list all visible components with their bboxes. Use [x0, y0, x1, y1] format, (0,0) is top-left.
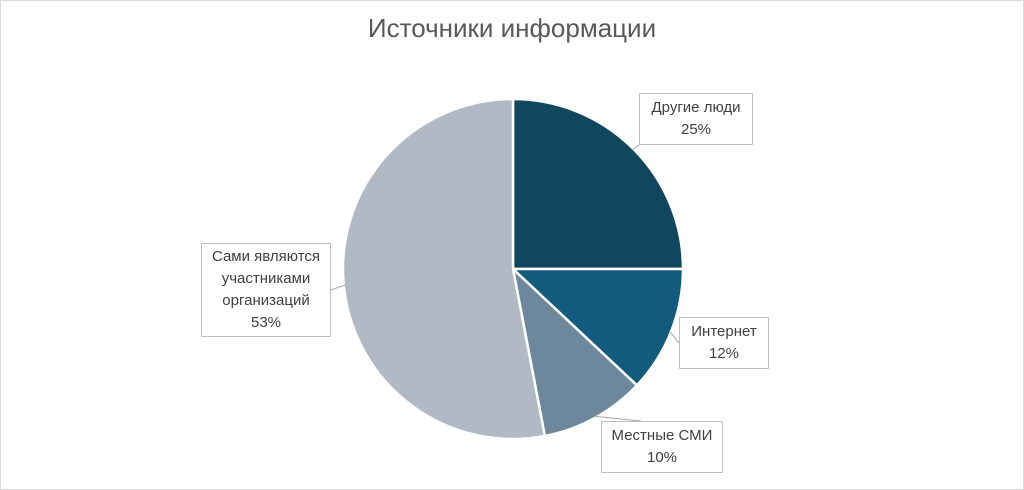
- leader-line: [330, 284, 346, 291]
- leader-line: [631, 144, 640, 151]
- pie-slice-internet: [509, 267, 685, 388]
- data-label-value: 53%: [250, 314, 282, 331]
- data-label-name: Другие люди: [651, 99, 741, 116]
- leader-line: [668, 330, 680, 344]
- data-label-other-people: Другие люди 25%: [639, 93, 753, 145]
- data-label-internet: Интернет 12%: [679, 317, 769, 369]
- data-label-value: 10%: [646, 449, 678, 466]
- chart-title: Источники информации: [367, 13, 657, 43]
- leader-line: [593, 415, 642, 422]
- pie-slice-local-media: [511, 265, 639, 438]
- data-label-value: 25%: [680, 121, 712, 138]
- data-label-local-media: Местные СМИ 10%: [601, 421, 723, 473]
- data-label-members: Сами являются участниками организаций 53…: [201, 243, 331, 337]
- data-label-value: 12%: [708, 345, 740, 362]
- data-label-name: Сами являются участниками организаций: [211, 248, 321, 309]
- data-label-name: Интернет: [691, 323, 757, 340]
- data-label-name: Местные СМИ: [611, 427, 713, 444]
